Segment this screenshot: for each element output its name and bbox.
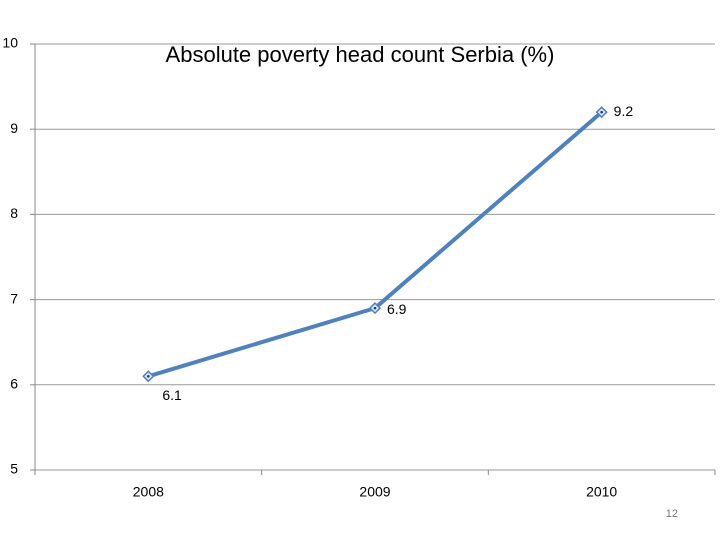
x-tick-label: 2009 (359, 484, 390, 500)
x-tick-label: 2010 (586, 484, 617, 500)
marker-dot (373, 306, 377, 310)
slide-number: 12 (666, 508, 678, 520)
line (147, 110, 603, 379)
y-tick-label: 7 (10, 290, 18, 306)
data-label: 9.2 (614, 103, 634, 119)
chart-title: Absolute poverty head count Serbia (%) (166, 42, 555, 67)
x-tick-label: 2008 (133, 484, 164, 500)
y-tick-label: 8 (10, 205, 18, 221)
y-tick-label: 5 (10, 461, 18, 477)
data-label: 6.1 (162, 387, 182, 403)
data-label: 6.9 (387, 301, 407, 317)
y-tick-label: 10 (2, 35, 18, 51)
y-tick-label: 9 (10, 120, 18, 136)
marker-dot (600, 110, 603, 114)
marker-dot (147, 374, 150, 378)
y-tick-label: 6 (10, 376, 18, 392)
